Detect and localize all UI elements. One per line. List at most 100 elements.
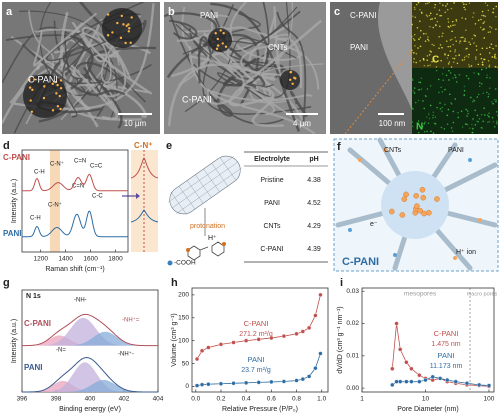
speck <box>475 58 477 60</box>
data-point <box>398 347 403 352</box>
speck <box>468 2 471 5</box>
speck <box>417 99 420 102</box>
annotation: C-C <box>92 194 103 200</box>
speck <box>481 68 483 71</box>
speck <box>492 120 495 123</box>
x-tick-label: 1.0 <box>317 396 326 403</box>
speck <box>461 126 464 128</box>
particle <box>29 99 32 102</box>
x-tick-label: 0.8 <box>292 396 301 403</box>
speck <box>428 1 431 4</box>
speck <box>458 54 460 57</box>
data-point <box>318 351 323 356</box>
annotation: C=N <box>72 184 84 190</box>
region-label: mesopores <box>404 291 437 298</box>
particle <box>216 37 220 41</box>
x-tick-label: 1600 <box>83 256 98 263</box>
spectrum-line <box>22 210 128 238</box>
speck <box>486 4 489 7</box>
speck <box>448 61 451 63</box>
speck <box>472 131 474 134</box>
speck <box>424 121 426 123</box>
label: PANI <box>448 147 464 154</box>
speck <box>476 114 479 117</box>
speck <box>425 14 428 16</box>
speck <box>473 34 475 36</box>
data-point <box>199 348 205 353</box>
speck <box>445 40 448 43</box>
speck <box>426 116 428 118</box>
speck <box>488 46 491 49</box>
peak-component <box>22 317 158 346</box>
speck <box>475 56 477 58</box>
speck <box>496 121 498 124</box>
data-point <box>486 383 492 388</box>
particle <box>293 76 296 79</box>
speck <box>444 103 446 106</box>
speck <box>417 131 420 134</box>
speck <box>495 111 498 113</box>
particle <box>30 110 34 113</box>
plot-frame <box>191 287 329 393</box>
speck <box>488 93 490 95</box>
data-point <box>394 321 399 326</box>
speck <box>492 102 494 105</box>
speck <box>420 11 423 14</box>
speck <box>424 94 427 97</box>
speck <box>483 28 485 30</box>
speck <box>427 64 429 67</box>
scale-label: 100 nm <box>379 119 406 128</box>
speck <box>482 64 484 66</box>
fiber <box>251 85 284 127</box>
speck <box>495 57 497 60</box>
table-cell: C-PANI <box>260 246 283 253</box>
speck <box>489 77 491 79</box>
speck <box>432 111 435 114</box>
speck <box>481 61 484 63</box>
data-point <box>306 374 312 379</box>
speck <box>438 47 440 49</box>
particle <box>119 36 123 40</box>
speck <box>422 32 425 35</box>
y-tick-label: 0.01 <box>346 353 359 360</box>
speck <box>495 98 497 101</box>
data-point <box>398 379 403 384</box>
cluster <box>208 28 232 52</box>
fiber <box>36 60 99 128</box>
speck <box>451 20 454 23</box>
label: C-PANI <box>28 74 58 84</box>
speck <box>436 106 438 109</box>
speck <box>432 117 434 119</box>
speck <box>450 103 453 105</box>
speck <box>487 59 490 62</box>
speck <box>464 40 467 43</box>
data-point <box>409 366 414 371</box>
speck <box>472 117 474 120</box>
plot-frame <box>361 287 495 393</box>
speck <box>491 101 493 103</box>
speck <box>423 130 426 133</box>
data-point <box>404 360 409 365</box>
speck <box>433 44 435 47</box>
y-tick-label: 0.02 <box>346 320 359 327</box>
speck <box>463 89 466 92</box>
speck <box>440 86 442 89</box>
speck <box>490 27 493 29</box>
data-point <box>243 380 249 386</box>
x-tick-label: 0.6 <box>267 396 276 403</box>
speck <box>497 66 499 69</box>
label: C-PANI <box>342 256 379 268</box>
speck <box>425 32 427 35</box>
scale-label: 10 µm <box>124 119 147 128</box>
speck <box>469 127 471 129</box>
fiber <box>81 26 153 95</box>
nanotube <box>168 155 242 215</box>
speck <box>465 55 468 57</box>
speck <box>447 45 450 48</box>
speck <box>463 58 466 61</box>
label: H⁺ ion <box>456 249 476 256</box>
peak-component <box>22 331 158 346</box>
annotation: C-N⁺ <box>50 161 64 168</box>
data-point <box>243 338 249 343</box>
